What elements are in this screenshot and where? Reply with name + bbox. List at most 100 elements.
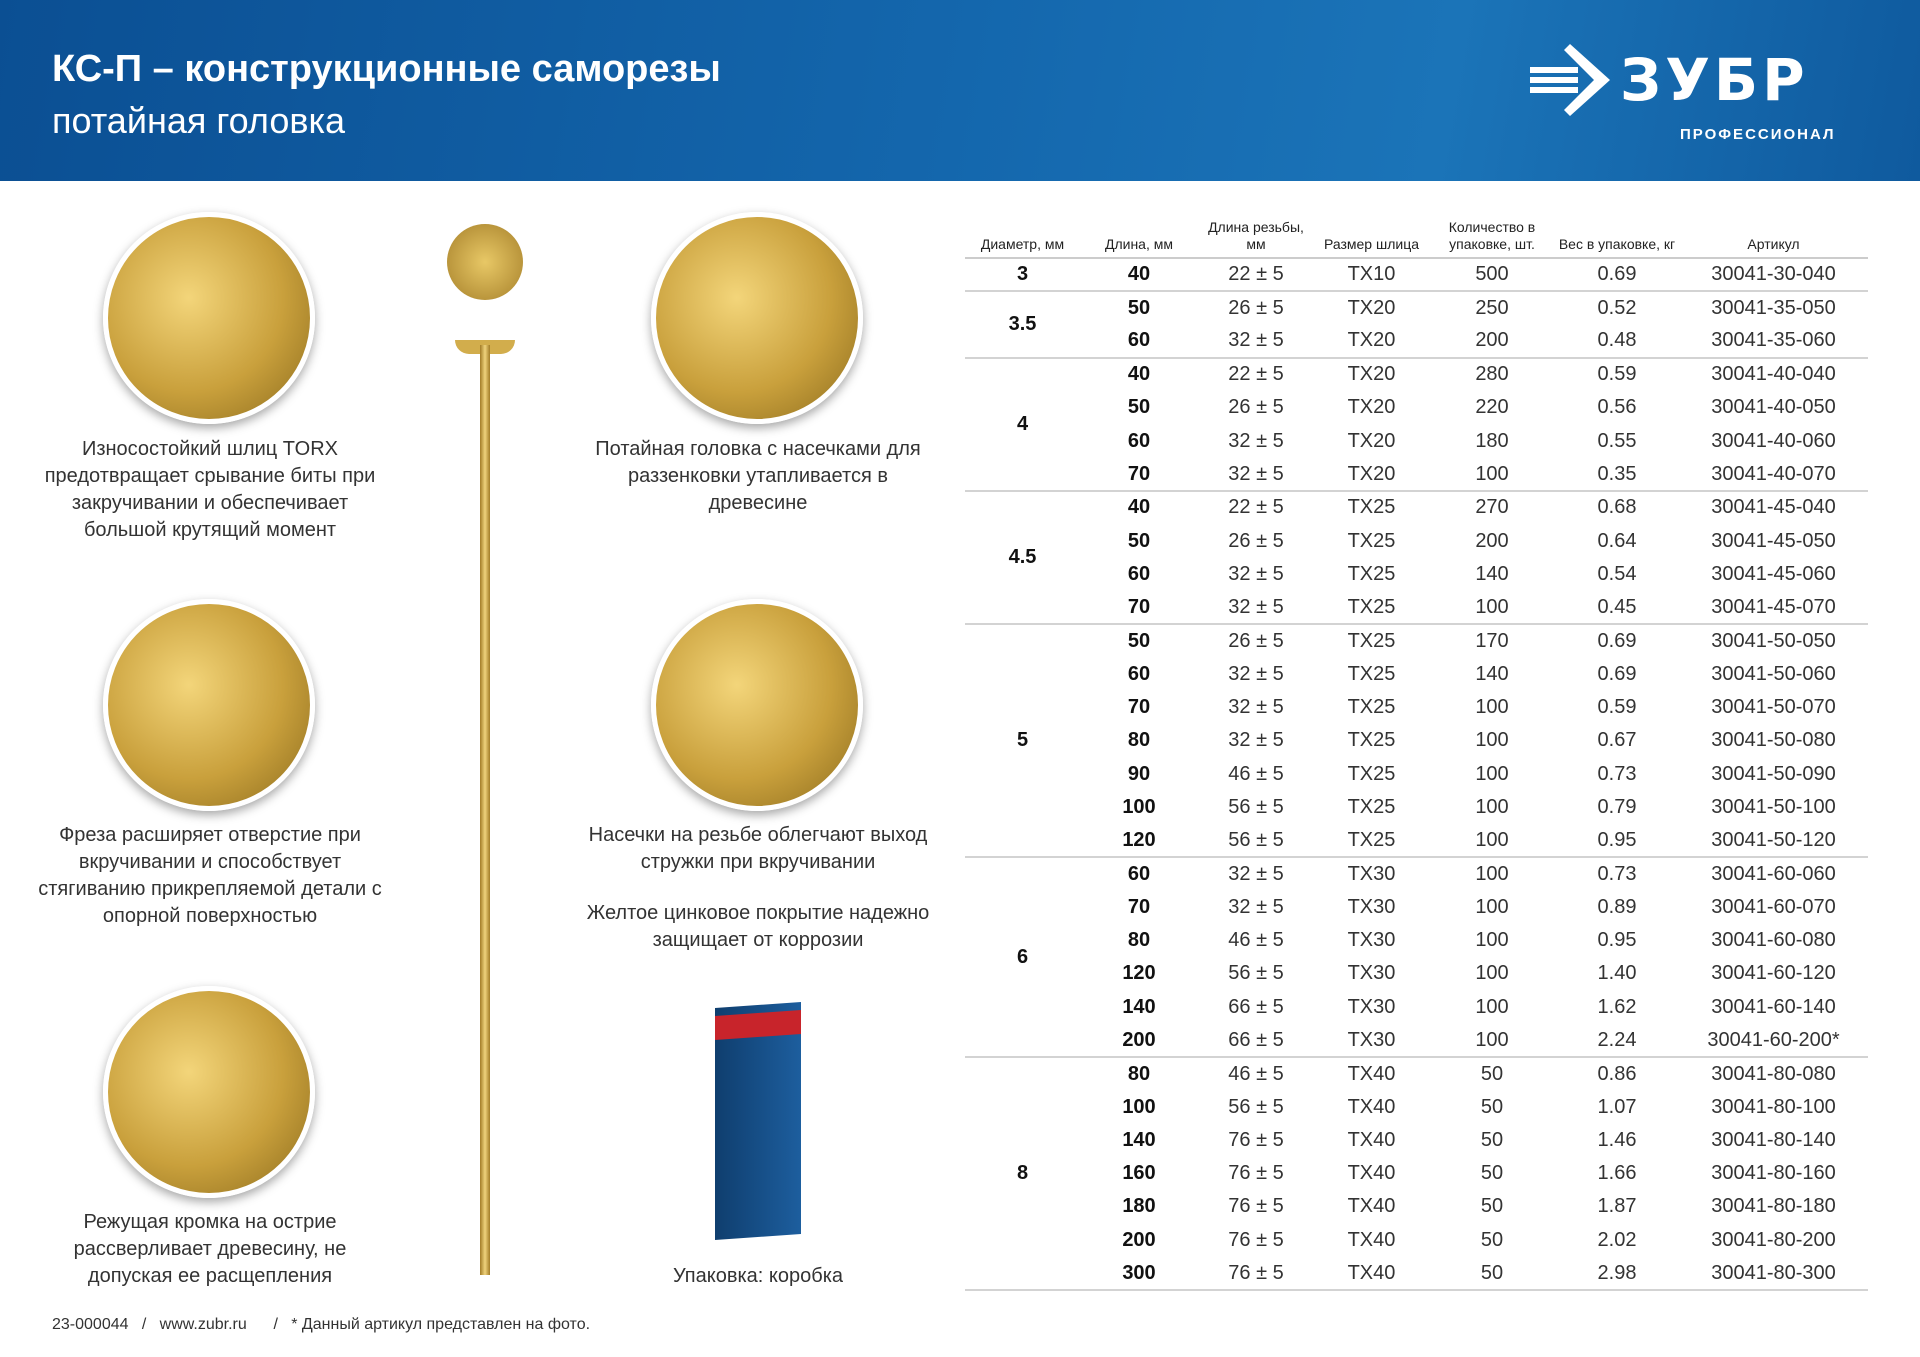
table-cell: 40 — [1080, 356, 1198, 392]
table-cell: 120 — [1122, 962, 1156, 985]
table-cell: 50 — [1429, 1256, 1555, 1292]
table-cell: 80 — [1127, 729, 1151, 752]
table-cell: 200 — [1122, 1228, 1156, 1251]
table-cell: 70 — [1127, 595, 1151, 618]
table-row: 70 32 ± 5 TX20 100 0.35 30041-40-070 — [965, 458, 1868, 491]
table-cell: 30041-80-200 — [1711, 1228, 1836, 1251]
table-cell: 0.67 — [1597, 729, 1637, 752]
table-cell: 30041-50-050 — [1679, 623, 1868, 658]
table-cell: 50 — [1429, 1056, 1555, 1091]
table-cell: 30041-80-180 — [1711, 1195, 1836, 1218]
column-header: Длина, мм — [1080, 214, 1198, 259]
table-cell: 0.73 — [1555, 856, 1679, 891]
table-cell: 1.66 — [1597, 1162, 1637, 1185]
table-cell: 0.69 — [1597, 662, 1637, 685]
table-cell: TX40 — [1347, 1228, 1396, 1251]
feature-torx: Износостойкий шлиц TORX предотвращает ср… — [44, 438, 376, 541]
table-cell: 60 — [1080, 856, 1198, 891]
brand-subtitle: ПРОФЕССИОНАЛ — [1680, 126, 1836, 143]
table-cell: 46 ± 5 — [1198, 1056, 1314, 1091]
screw-image — [480, 345, 490, 1275]
table-cell: 2.98 — [1555, 1256, 1679, 1292]
table-cell: 50 — [1080, 290, 1198, 325]
table-cell: 30041-40-040 — [1679, 356, 1868, 392]
table-cell: 76 ± 5 — [1228, 1162, 1284, 1185]
table-cell: TX20 — [1347, 429, 1396, 452]
table-row: 50 26 ± 5 TX20 220 0.56 30041-40-050 — [965, 391, 1868, 424]
feature-head: Потайная головка с насечками для раззенк… — [595, 438, 921, 514]
table-cell: 1.07 — [1597, 1095, 1637, 1118]
table-cell: 0.45 — [1597, 595, 1637, 618]
diameter-cell: 4.5 — [965, 490, 1080, 625]
table-cell: 0.48 — [1597, 329, 1637, 352]
table-cell: TX25 — [1347, 662, 1396, 685]
svg-text:ЗУБР: ЗУБР — [1620, 46, 1809, 114]
table-cell: 140 — [1122, 995, 1156, 1018]
table-cell: 30041-60-140 — [1711, 995, 1836, 1018]
table-cell: 0.55 — [1597, 429, 1637, 452]
diameter-cell: 3 — [965, 256, 1080, 292]
table-cell: 80 — [1080, 1056, 1198, 1091]
specs-table: Диаметр, мм Длина, мм Длина резьбы, мм Разм… — [965, 214, 1868, 1292]
footer-url[interactable]: www.zubr.ru — [159, 1316, 247, 1333]
table-cell: 1.46 — [1597, 1128, 1637, 1151]
table-cell: TX25 — [1347, 729, 1396, 752]
table-cell: 180 — [1122, 1195, 1156, 1218]
table-cell: 50 — [1480, 1228, 1504, 1251]
table-cell: TX40 — [1314, 1056, 1429, 1091]
screw-head-image — [447, 224, 523, 300]
table-row: 100 56 ± 5 TX25 100 0.79 30041-50-100 — [965, 791, 1868, 824]
table-row: 160 76 ± 5 TX40 50 1.66 30041-80-160 — [965, 1157, 1868, 1190]
table-cell: TX25 — [1347, 529, 1396, 552]
table-cell: 32 ± 5 — [1228, 429, 1284, 452]
table-cell: 56 ± 5 — [1228, 962, 1284, 985]
table-cell: 50 — [1480, 1195, 1504, 1218]
table-cell: TX25 — [1347, 696, 1396, 718]
table-row: 300 76 ± 5 TX40 50 2.98 30041-80-300 — [965, 1256, 1868, 1292]
table-cell: 32 ± 5 — [1198, 856, 1314, 891]
table-cell: 50 — [1480, 1128, 1504, 1151]
table-cell: 30041-45-070 — [1711, 595, 1836, 618]
table-cell: 32 ± 5 — [1228, 696, 1284, 718]
table-row: 120 56 ± 5 TX30 100 1.40 30041-60-120 — [965, 957, 1868, 990]
table-cell: 30041-40-070 — [1711, 462, 1836, 485]
table-cell: TX30 — [1347, 895, 1396, 918]
table-row: 200 66 ± 5 TX30 100 2.24 30041-60-200* — [965, 1024, 1868, 1057]
table-cell: 30041-60-200* — [1707, 1028, 1840, 1051]
table-cell: 32 ± 5 — [1228, 562, 1284, 585]
table-cell: 30041-60-080 — [1711, 929, 1836, 952]
table-cell: TX40 — [1314, 1256, 1429, 1292]
table-cell: 40 — [1080, 256, 1198, 292]
table-cell: TX10 — [1314, 256, 1429, 292]
column-header: Вес в упаковке, кг — [1555, 214, 1679, 259]
table-cell: 30041-50-120 — [1711, 828, 1836, 851]
table-cell: TX40 — [1347, 1195, 1396, 1218]
table-cell: 100 — [1475, 696, 1509, 718]
zubr-logo: ЗУБР — [1530, 44, 1809, 116]
table-cell: TX25 — [1347, 795, 1396, 818]
table-cell: 100 — [1475, 929, 1509, 952]
package-box-image — [715, 1001, 801, 1241]
packaging-label: Упаковка: коробка — [672, 1265, 844, 1287]
column-header: Размер шлица — [1314, 214, 1429, 259]
mill-closeup-image — [103, 599, 315, 811]
table-cell: 46 ± 5 — [1228, 762, 1284, 785]
table-cell: 32 ± 5 — [1228, 329, 1284, 352]
table-cell: 32 ± 5 — [1228, 729, 1284, 752]
table-cell: 0.54 — [1597, 562, 1637, 585]
table-cell: 100 — [1122, 1095, 1156, 1118]
table-cell: 50 — [1080, 623, 1198, 658]
table-cell: 22 ± 5 — [1198, 256, 1314, 292]
table-header: Диаметр, мм Длина, мм Длина резьбы, мм Разм… — [965, 214, 1868, 259]
column-header: Диаметр, мм — [965, 214, 1080, 259]
table-cell: 76 ± 5 — [1228, 1128, 1284, 1151]
table-row: 60 32 ± 5 TX25 140 0.69 30041-50-060 — [965, 658, 1868, 691]
footer-code: 23-000044 — [52, 1316, 129, 1333]
diameter-cell: 8 — [965, 1056, 1080, 1292]
table-cell: 0.56 — [1597, 396, 1637, 419]
tip-closeup-image — [103, 986, 315, 1198]
table-cell: 0.68 — [1555, 490, 1679, 525]
table-row: 4.5 40 22 ± 5 TX25 270 0.68 30041-45-040 — [965, 490, 1868, 625]
table-cell: TX40 — [1347, 1162, 1396, 1185]
table-cell: 50 — [1480, 1095, 1504, 1118]
